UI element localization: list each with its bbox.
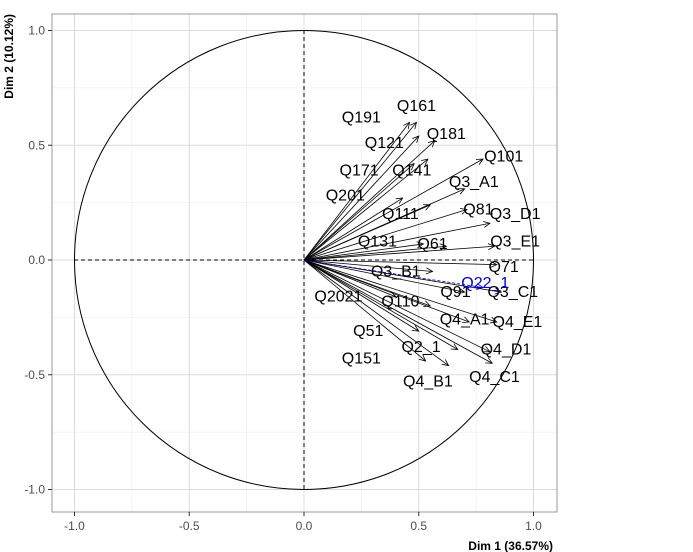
variable-label-q131: Q131 xyxy=(358,234,397,251)
variable-arrow-q201 xyxy=(303,197,404,261)
y-tick-label: -1.0 xyxy=(24,483,45,497)
variable-arrow-q3-b1 xyxy=(303,259,434,275)
variable-label-q4-a1: Q4_A1 xyxy=(440,312,490,329)
y-tick-label: 1.0 xyxy=(28,24,45,38)
variable-label-q101: Q101 xyxy=(484,149,523,166)
variable-arrow-q2-1 xyxy=(303,259,459,350)
variable-arrows xyxy=(303,121,503,367)
variable-arrow-q111 xyxy=(303,204,432,261)
y-tick-label: -0.5 xyxy=(24,368,45,382)
variable-arrow-q4-d1 xyxy=(303,259,491,353)
variable-labels: Q191 Q161 Q121 Q181 Q171 Q141 Q101 Q3_A1 Q201 Q11… xyxy=(314,98,542,390)
variable-arrow-q71 xyxy=(303,259,498,268)
variable-label-q51: Q51 xyxy=(353,323,383,340)
supplementary-arrow-q22-1 xyxy=(303,259,484,290)
variable-label-q141: Q141 xyxy=(392,162,431,179)
variable-label-q2021: Q2021 xyxy=(314,289,362,306)
variable-label-q171: Q171 xyxy=(340,162,379,179)
variable-label-q4-c1: Q4_C1 xyxy=(469,369,520,386)
variable-arrow-q81 xyxy=(303,208,468,261)
variable-label-q2-1: Q2_1 xyxy=(401,339,440,356)
variable-arrow-q3-c1 xyxy=(303,259,503,295)
variable-arrow-q171 xyxy=(303,163,415,261)
variable-label-q110: Q110 xyxy=(381,293,419,310)
variable-arrow-q51 xyxy=(303,259,420,332)
variable-label-q191: Q191 xyxy=(342,110,381,127)
variable-label-q151: Q151 xyxy=(342,351,381,368)
variable-label-q3-b1: Q3_B1 xyxy=(371,263,421,280)
variable-label-q3-d1: Q3_D1 xyxy=(490,206,541,223)
variable-arrow-q151 xyxy=(303,259,427,362)
variable-label-q201: Q201 xyxy=(326,188,365,205)
variable-arrow-q91 xyxy=(303,259,466,295)
variable-arrow-q161 xyxy=(303,121,418,261)
y-tick-label: 0.5 xyxy=(28,138,45,152)
variable-arrow-q3-e1 xyxy=(303,243,496,261)
variable-arrow-q4-e1 xyxy=(303,259,498,324)
variable-arrow-q4-b1 xyxy=(303,259,450,367)
variable-label-q181: Q181 xyxy=(427,126,466,143)
y-tick-label: 0.0 xyxy=(28,253,45,267)
variable-arrow-q131 xyxy=(303,241,425,261)
variable-label-q161: Q161 xyxy=(397,98,436,115)
variable-arrow-q61 xyxy=(303,243,448,261)
variable-label-q4-d1: Q4_D1 xyxy=(481,342,532,359)
x-tick-label: -1.0 xyxy=(64,519,85,533)
x-tick-label: 0.5 xyxy=(410,519,427,533)
x-tick-label: -0.5 xyxy=(179,519,200,533)
variable-arrow-q141 xyxy=(303,158,429,261)
supplementary-label-q22-1: Q22_1 xyxy=(461,275,509,292)
variable-arrow-q181 xyxy=(303,140,436,261)
variable-label-q121: Q121 xyxy=(365,135,404,152)
x-axis-title: Dim 1 (36.57%) xyxy=(468,539,553,552)
variable-arrow-q191 xyxy=(303,121,411,261)
variable-label-q4-b1: Q4_B1 xyxy=(403,374,453,391)
variable-label-q3-c1: Q3_C1 xyxy=(487,284,538,301)
variable-arrow-q4-c1 xyxy=(303,259,493,364)
x-axis-ticks: -1.0 -0.5 0.0 0.5 1.0 xyxy=(64,512,542,533)
variable-arrow-q4-a1 xyxy=(303,259,471,324)
x-tick-label: 0.0 xyxy=(296,519,313,533)
y-axis-title: Dim 2 (10.12%) xyxy=(2,14,16,99)
x-tick-label: 1.0 xyxy=(525,519,542,533)
variable-label-q3-a1: Q3_A1 xyxy=(449,174,499,191)
variable-arrow-q121 xyxy=(303,135,420,261)
variable-label-q3-e1: Q3_E1 xyxy=(490,234,540,251)
variable-label-q91: Q91 xyxy=(440,284,470,301)
variable-label-q111: Q111 xyxy=(382,206,419,223)
variable-label-q71: Q71 xyxy=(489,259,519,276)
variable-label-q81: Q81 xyxy=(463,202,493,219)
y-axis-ticks: -1.0 -0.5 0.0 0.5 1.0 xyxy=(24,24,52,497)
variable-label-q4-e1: Q4_E1 xyxy=(493,314,543,331)
variable-label-q61: Q61 xyxy=(417,236,447,253)
variable-arrow-q3-d1 xyxy=(303,221,491,261)
variable-arrow-q101 xyxy=(303,158,484,261)
